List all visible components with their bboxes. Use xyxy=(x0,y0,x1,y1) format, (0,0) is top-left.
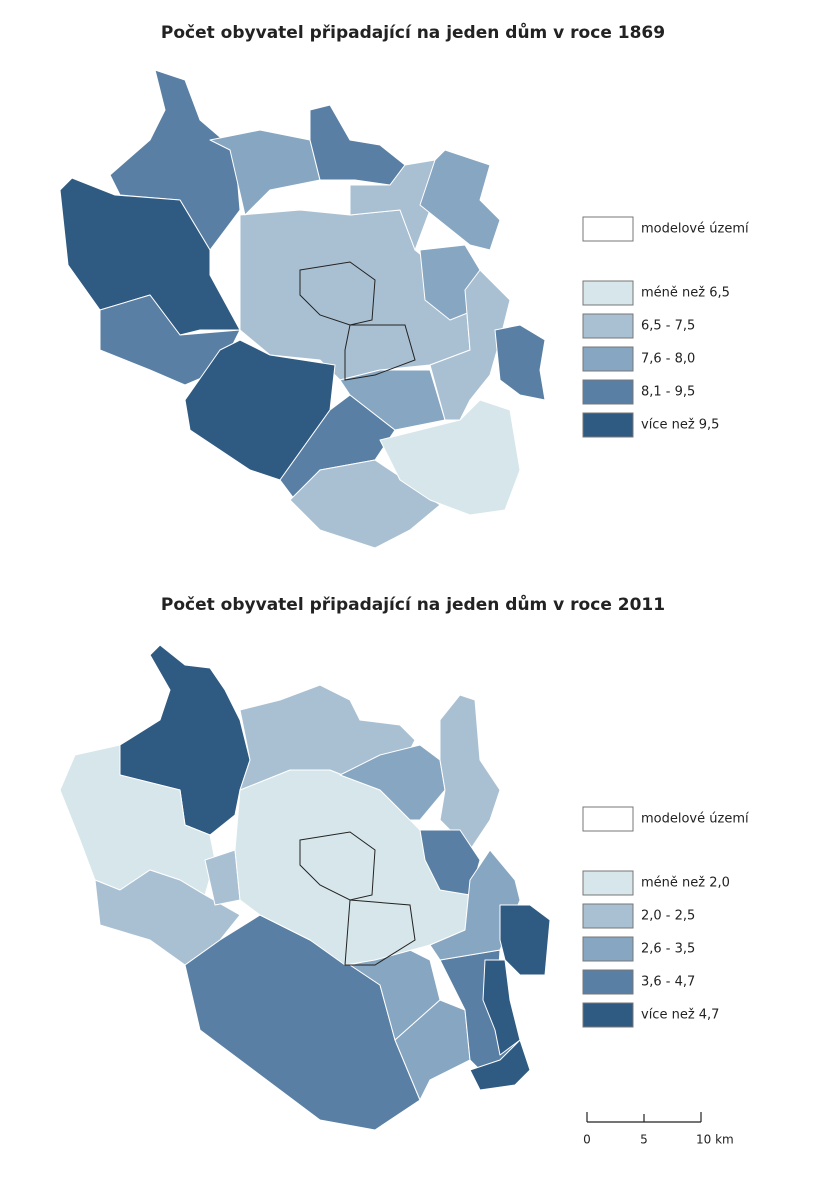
legend-label: méně než 2,0 xyxy=(641,876,730,891)
region xyxy=(94,869,241,966)
region xyxy=(429,269,511,421)
map-title: Počet obyvatel připadající na jeden dům … xyxy=(161,21,665,43)
region xyxy=(309,104,406,186)
model-area xyxy=(299,261,376,326)
map-2011 xyxy=(59,644,551,1131)
legend-label: modelové území xyxy=(641,222,749,237)
legend-swatch xyxy=(582,216,634,242)
legend-swatch xyxy=(582,969,634,995)
region xyxy=(469,1039,531,1091)
legend-label: více než 9,5 xyxy=(641,418,719,433)
legend-label: 2,0 - 2,5 xyxy=(641,909,695,924)
model-area xyxy=(344,899,416,966)
map-1869 xyxy=(59,69,546,549)
legend-label: 6,5 - 7,5 xyxy=(641,319,695,334)
legend-swatch xyxy=(582,903,634,929)
scale-label: 0 xyxy=(583,1133,591,1147)
legend-label: 7,6 - 8,0 xyxy=(641,352,695,367)
map-title: Počet obyvatel připadající na jeden dům … xyxy=(161,593,665,615)
legend-swatch xyxy=(582,313,634,339)
region xyxy=(439,694,501,851)
model-area xyxy=(299,831,376,901)
legend-swatch xyxy=(582,936,634,962)
region xyxy=(379,399,521,516)
region xyxy=(482,959,521,1056)
model-area xyxy=(344,324,416,381)
scale-label: 10 km xyxy=(696,1133,734,1147)
scale-label: 5 xyxy=(640,1133,648,1147)
legend-label: 2,6 - 3,5 xyxy=(641,942,695,957)
region xyxy=(204,849,241,906)
region xyxy=(494,324,546,401)
legend-swatch xyxy=(582,280,634,306)
legend-label: 3,6 - 4,7 xyxy=(641,975,695,990)
legend-label: méně než 6,5 xyxy=(641,286,730,301)
legend-swatch xyxy=(582,379,634,405)
legend-label: modelové území xyxy=(641,812,749,827)
scale-bar xyxy=(586,1112,702,1123)
region xyxy=(119,644,251,836)
legend-swatch xyxy=(582,346,634,372)
region xyxy=(499,904,551,976)
region xyxy=(429,849,521,961)
region xyxy=(209,129,321,216)
legend-swatch xyxy=(582,870,634,896)
region xyxy=(184,339,336,481)
legend-swatch xyxy=(582,412,634,438)
legend-label: více než 4,7 xyxy=(641,1008,719,1023)
legend-swatch xyxy=(582,1002,634,1028)
legend-swatch xyxy=(582,806,634,832)
legend-label: 8,1 - 9,5 xyxy=(641,385,695,400)
region xyxy=(419,149,501,251)
